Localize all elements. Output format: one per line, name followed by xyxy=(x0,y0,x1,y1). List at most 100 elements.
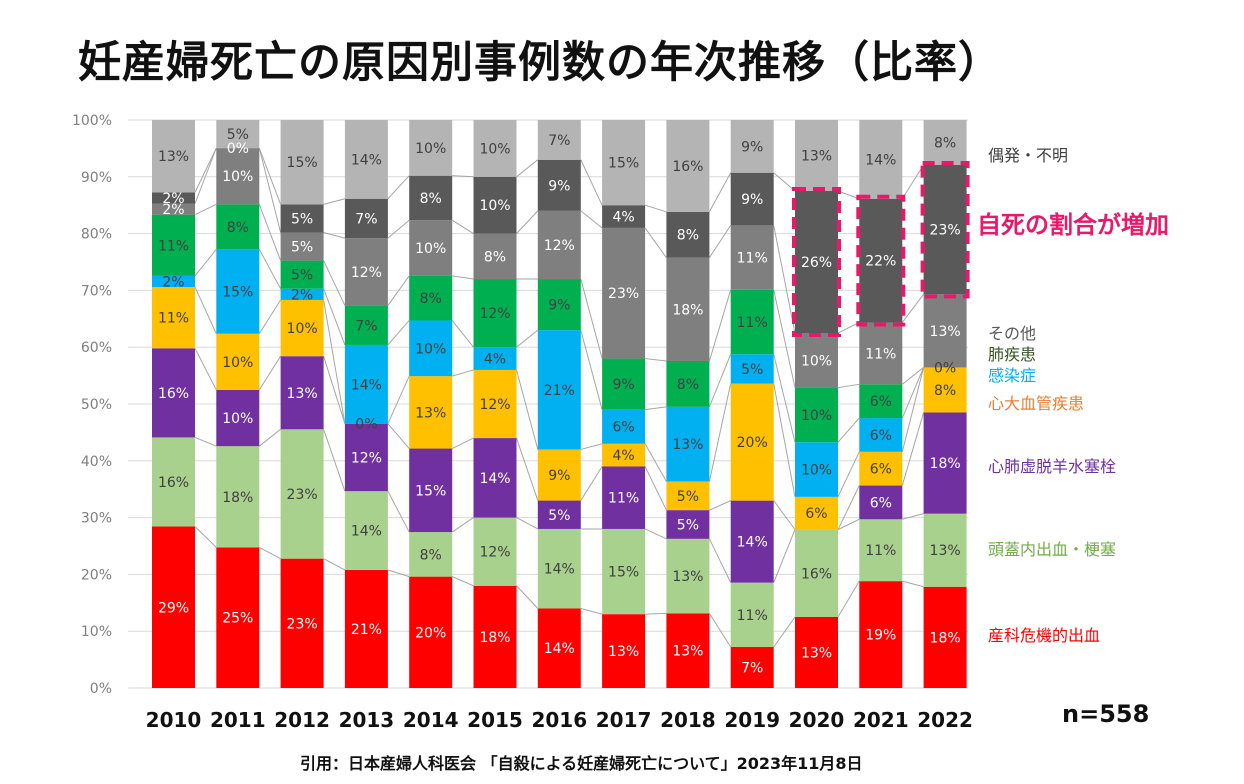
series-connector-line xyxy=(773,289,796,388)
series-connector-line xyxy=(194,436,217,447)
series-connector-line xyxy=(773,354,796,443)
series-connector-line xyxy=(580,607,603,615)
series-connector-line xyxy=(901,367,925,419)
series-connector-line xyxy=(837,322,860,334)
data-label: 6% xyxy=(612,420,634,436)
series-connector-line xyxy=(194,147,217,193)
series-connector-line xyxy=(708,225,732,258)
highlight-box xyxy=(792,187,841,337)
bar-segment xyxy=(859,519,903,582)
series-connector-line xyxy=(644,227,667,258)
bar-segment xyxy=(923,412,967,514)
bar-segment xyxy=(537,500,581,529)
bar-segment xyxy=(666,538,710,614)
series-connector-line xyxy=(452,275,474,280)
data-label: 12% xyxy=(479,397,510,413)
bar-segment xyxy=(537,528,581,609)
data-label: 4% xyxy=(484,352,506,368)
data-label: 12% xyxy=(351,265,382,281)
bar-segment xyxy=(473,517,517,586)
bar-segment xyxy=(152,214,195,276)
data-label: 10% xyxy=(415,241,446,257)
bar-segment xyxy=(666,211,710,258)
bar-segment xyxy=(473,438,517,518)
data-label: 13% xyxy=(415,405,446,421)
legend-infection: 感染症 xyxy=(988,366,1037,385)
data-label: 8% xyxy=(934,383,956,399)
bar-segment xyxy=(216,446,260,548)
series-connector-line xyxy=(773,172,796,192)
bar-segment xyxy=(280,120,324,205)
series-connector-line xyxy=(837,190,860,200)
data-label: 14% xyxy=(351,377,382,393)
data-label: 11% xyxy=(865,543,896,559)
series-connector-line xyxy=(708,354,732,408)
series-connector-line xyxy=(837,518,860,531)
x-tick-label: 2022 xyxy=(917,708,973,732)
series-connector-line xyxy=(580,466,603,501)
data-label: 6% xyxy=(805,506,827,522)
bar-segment xyxy=(280,356,324,430)
data-label: 9% xyxy=(548,468,570,484)
bar-segment xyxy=(280,232,324,261)
bar-segment xyxy=(795,333,838,388)
data-label: 7% xyxy=(548,133,570,149)
data-label: 15% xyxy=(287,155,318,171)
bar-segment xyxy=(859,322,903,385)
series-connector-line xyxy=(452,576,474,587)
data-label: 25% xyxy=(222,611,253,627)
bar-segment xyxy=(344,423,388,492)
data-label: 16% xyxy=(158,475,189,491)
bar-segment xyxy=(280,299,324,357)
series-connector-line xyxy=(323,260,346,306)
data-label: 10% xyxy=(801,353,832,369)
data-label: 9% xyxy=(548,178,570,194)
series-connector-line xyxy=(773,529,796,583)
bar-segment xyxy=(344,198,388,239)
bar-segment xyxy=(859,485,903,520)
bar-segment xyxy=(730,383,774,501)
bar-segment xyxy=(216,389,260,447)
series-connector-line xyxy=(837,580,860,618)
y-tick-label: 40% xyxy=(81,454,112,470)
data-label: 18% xyxy=(222,490,253,506)
data-label: 13% xyxy=(672,644,703,660)
bar-segment xyxy=(216,204,260,250)
series-connector-line xyxy=(516,210,539,234)
data-label: 5% xyxy=(741,362,763,378)
data-label: 20% xyxy=(737,435,768,451)
data-label: 13% xyxy=(930,543,961,559)
series-connector-line xyxy=(516,329,539,348)
series-connector-line xyxy=(387,375,410,424)
bar-segment xyxy=(923,164,967,295)
data-label: 8% xyxy=(934,135,956,151)
series-connector-line xyxy=(901,294,924,323)
series-connector-line xyxy=(387,275,410,306)
data-label: 5% xyxy=(291,268,313,284)
bar-segment xyxy=(602,614,646,688)
series-connector-line xyxy=(194,203,217,216)
bar-segment xyxy=(280,288,324,300)
series-connector-line xyxy=(837,383,860,389)
bar-segment xyxy=(152,275,195,288)
data-label: 20% xyxy=(415,625,446,641)
series-connector-line xyxy=(387,320,410,346)
data-label: 10% xyxy=(415,341,446,357)
data-label: 7% xyxy=(741,661,763,677)
data-label: 16% xyxy=(158,386,189,402)
bar-segment xyxy=(859,384,903,419)
series-connector-line xyxy=(516,585,539,609)
bar-segment xyxy=(795,496,838,530)
data-label: 8% xyxy=(420,191,442,207)
data-label: 16% xyxy=(801,566,832,582)
bar-segment xyxy=(344,569,388,688)
data-label: 8% xyxy=(677,377,699,393)
bar-segment xyxy=(795,617,838,688)
bar-segment xyxy=(923,586,967,688)
bar-segment xyxy=(409,376,453,449)
bar-segment xyxy=(409,220,453,276)
x-tick-label: 2010 xyxy=(146,708,202,732)
series-connector-line xyxy=(451,320,474,348)
data-label: 10% xyxy=(222,169,253,185)
data-label: 15% xyxy=(222,285,253,301)
